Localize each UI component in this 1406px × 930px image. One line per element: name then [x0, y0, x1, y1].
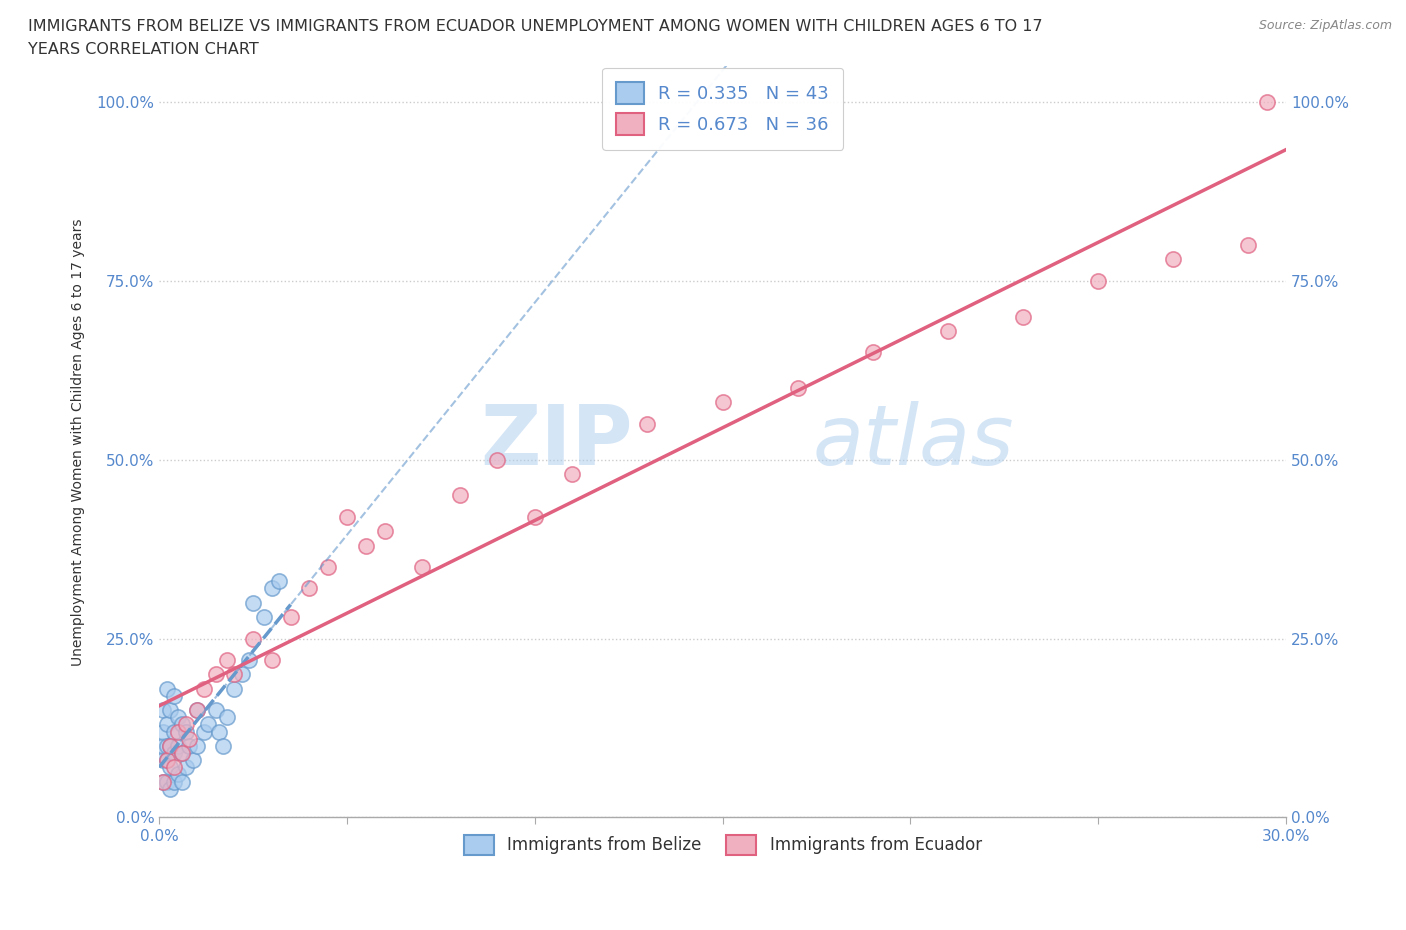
- Point: [253, 610, 276, 625]
- Point: [193, 681, 215, 696]
- Point: [242, 595, 264, 610]
- Point: [298, 581, 321, 596]
- Point: [449, 488, 471, 503]
- Text: atlas: atlas: [813, 401, 1014, 483]
- Point: [260, 653, 283, 668]
- Point: [637, 417, 659, 432]
- Point: [156, 752, 179, 767]
- Point: [186, 703, 208, 718]
- Point: [204, 667, 226, 682]
- Point: [170, 717, 193, 732]
- Point: [231, 667, 253, 682]
- Point: [280, 610, 302, 625]
- Point: [862, 345, 884, 360]
- Point: [170, 746, 193, 761]
- Point: [215, 710, 238, 724]
- Point: [163, 774, 186, 789]
- Point: [215, 653, 238, 668]
- Point: [197, 717, 219, 732]
- Point: [159, 703, 181, 718]
- Point: [152, 724, 174, 739]
- Point: [242, 631, 264, 646]
- Point: [181, 752, 204, 767]
- Legend: Immigrants from Belize, Immigrants from Ecuador: Immigrants from Belize, Immigrants from …: [457, 828, 988, 862]
- Text: Source: ZipAtlas.com: Source: ZipAtlas.com: [1258, 19, 1392, 32]
- Point: [156, 681, 179, 696]
- Point: [159, 738, 181, 753]
- Point: [411, 560, 433, 575]
- Point: [1256, 95, 1278, 110]
- Point: [260, 581, 283, 596]
- Point: [711, 395, 734, 410]
- Point: [193, 724, 215, 739]
- Point: [354, 538, 377, 553]
- Text: ZIP: ZIP: [479, 401, 633, 483]
- Point: [212, 738, 235, 753]
- Point: [174, 717, 197, 732]
- Point: [174, 760, 197, 775]
- Point: [156, 752, 179, 767]
- Point: [167, 724, 190, 739]
- Point: [186, 738, 208, 753]
- Point: [1012, 309, 1035, 324]
- Point: [224, 667, 246, 682]
- Point: [374, 524, 396, 538]
- Point: [170, 746, 193, 761]
- Point: [179, 731, 201, 746]
- Point: [167, 738, 190, 753]
- Point: [786, 380, 808, 395]
- Point: [159, 738, 181, 753]
- Point: [186, 703, 208, 718]
- Point: [152, 703, 174, 718]
- Point: [170, 774, 193, 789]
- Point: [152, 752, 174, 767]
- Point: [316, 560, 339, 575]
- Text: IMMIGRANTS FROM BELIZE VS IMMIGRANTS FROM ECUADOR UNEMPLOYMENT AMONG WOMEN WITH : IMMIGRANTS FROM BELIZE VS IMMIGRANTS FRO…: [28, 19, 1043, 33]
- Point: [1237, 237, 1260, 252]
- Point: [336, 510, 359, 525]
- Point: [936, 324, 959, 339]
- Point: [152, 774, 174, 789]
- Point: [163, 746, 186, 761]
- Point: [167, 710, 190, 724]
- Point: [523, 510, 546, 525]
- Point: [163, 760, 186, 775]
- Point: [159, 760, 181, 775]
- Point: [224, 681, 246, 696]
- Point: [269, 574, 291, 589]
- Y-axis label: Unemployment Among Women with Children Ages 6 to 17 years: Unemployment Among Women with Children A…: [72, 218, 86, 666]
- Point: [156, 738, 179, 753]
- Point: [208, 724, 231, 739]
- Point: [179, 738, 201, 753]
- Point: [167, 767, 190, 782]
- Point: [159, 781, 181, 796]
- Text: YEARS CORRELATION CHART: YEARS CORRELATION CHART: [28, 42, 259, 57]
- Point: [152, 774, 174, 789]
- Point: [174, 724, 197, 739]
- Point: [1087, 273, 1109, 288]
- Point: [238, 653, 260, 668]
- Point: [204, 703, 226, 718]
- Point: [156, 774, 179, 789]
- Point: [486, 452, 509, 467]
- Point: [163, 724, 186, 739]
- Point: [163, 688, 186, 703]
- Point: [1161, 252, 1184, 267]
- Point: [152, 738, 174, 753]
- Point: [156, 717, 179, 732]
- Point: [561, 467, 583, 482]
